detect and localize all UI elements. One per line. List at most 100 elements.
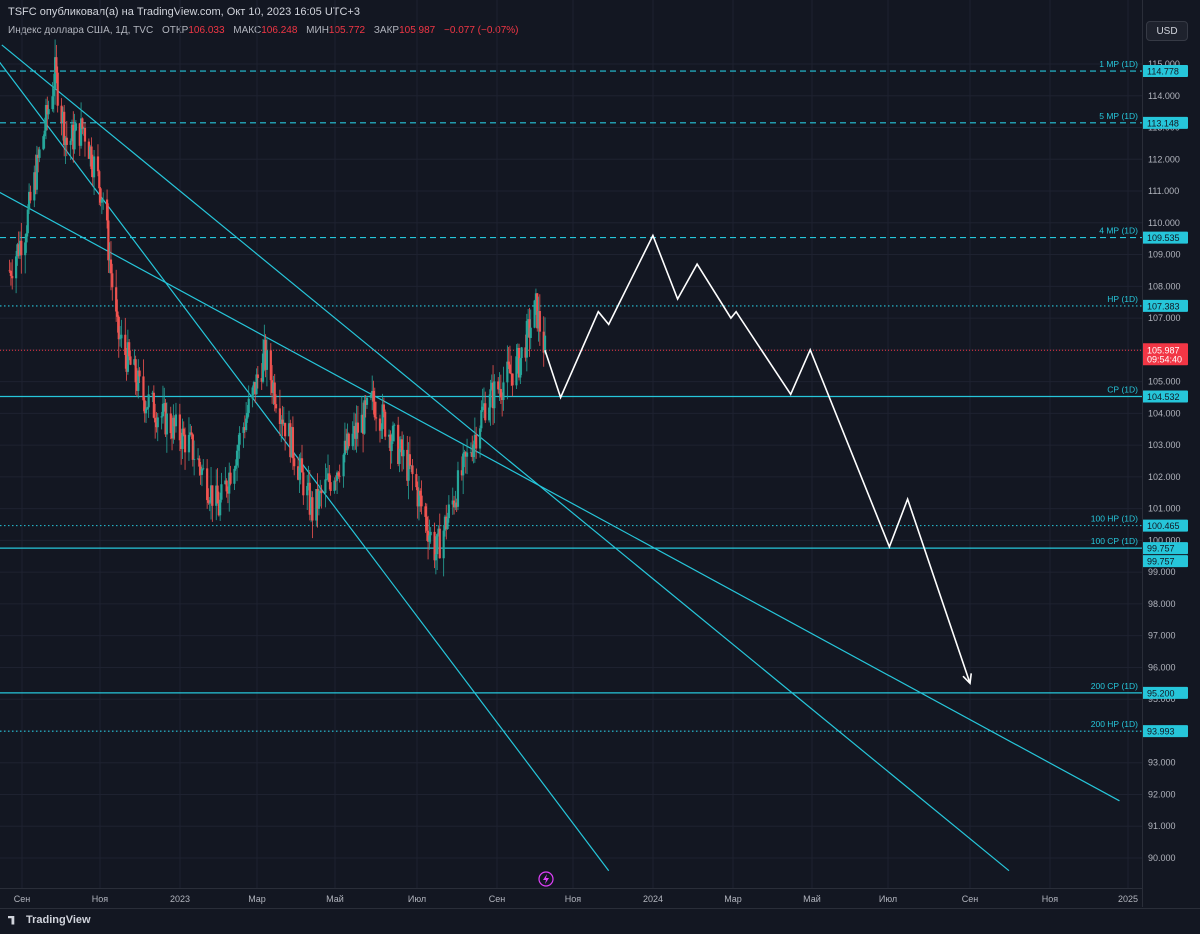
candle-body [27,191,31,210]
candle-body [298,467,301,480]
candle-body [199,466,202,475]
candle-body [215,485,218,506]
candle-body [29,191,32,201]
candle-body [488,407,491,421]
candle-body [138,370,141,377]
candle-body [163,403,166,404]
candle-body [96,156,100,172]
candle-body [189,432,192,435]
price-scale[interactable] [1142,0,1200,907]
price-tick-label: 100.000 [1148,535,1181,545]
candle-body [247,398,250,413]
candle-body [484,403,487,421]
candle-body [143,400,146,414]
candle-body [361,414,365,434]
candle-body [460,470,463,476]
footer: TradingView [0,908,1200,934]
tradingview-logo[interactable]: TradingView [8,914,91,926]
level-label: 100 НР (1D) [1091,514,1138,524]
low-label: МИН [306,25,329,36]
candle-body [393,424,396,426]
candle-body [360,414,363,433]
candle-body [307,482,310,486]
candle-body [293,458,296,467]
candle-body [8,270,11,272]
candle-body [438,528,441,559]
time-tick-label: Ноя [565,894,582,904]
candle-body [142,376,145,401]
brand-label: TradingView [26,914,91,926]
time-tick-label: Ноя [92,894,109,904]
candle-body [520,347,523,359]
candle-body [384,411,387,437]
candle-body [235,450,239,466]
events-icon[interactable] [538,871,554,887]
candle-body [317,490,321,509]
candle-body [538,311,541,332]
candle-body [20,240,23,256]
candle-body [498,388,501,390]
price-chart[interactable]: 90.00091.00092.00093.00094.00095.00096.0… [0,0,1200,907]
time-axis[interactable] [0,888,1142,909]
price-tick-label: 99.000 [1148,567,1176,577]
level-label: НР (1D) [1107,294,1138,304]
candle-body [473,434,476,445]
candle-body [243,427,246,431]
candle-body [47,109,50,115]
candle-body [151,392,154,395]
candle-body [229,472,232,484]
level-label: 4 МР (1D) [1099,226,1138,236]
level-label: 100 СР (1D) [1091,536,1138,546]
time-tick-label: 2024 [643,894,663,904]
currency-button[interactable]: USD [1146,21,1188,41]
candle-body [443,516,447,531]
candle-body [407,454,410,481]
candle-body [100,199,103,203]
candle-body [134,359,137,383]
candle-body [26,209,29,234]
price-tick-label: 101.000 [1148,504,1181,514]
projection-path[interactable] [544,233,971,684]
candle-body [335,472,339,481]
candle-body [156,417,159,428]
candle-body [343,440,346,455]
candle-body [98,171,101,189]
candle-body [198,458,201,467]
candle-body [465,452,469,457]
candle-body [347,433,350,447]
candle-body [234,465,237,469]
candle-body [92,156,96,178]
level-price-tag [1142,390,1188,403]
time-tick-label: Сен [489,894,506,904]
candle-body [278,408,282,425]
open-label: ОТКР [161,25,189,36]
price-tick-label: 115.000 [1148,59,1180,69]
candle-body [316,489,319,509]
candle-body [527,319,530,321]
candle-body [297,466,300,480]
price-tag-secondary [1142,555,1188,568]
candle-body [290,427,293,458]
candle-body [44,104,48,131]
candle-body [445,516,448,530]
trendline[interactable] [1,44,1010,872]
candle-body [128,342,131,357]
candle-body [342,454,345,477]
candle-body [454,502,457,508]
time-tick-label: Июл [408,894,426,904]
trendline[interactable] [0,188,1120,802]
candle-body [116,311,119,317]
candle-body [471,452,474,458]
candle-body [536,293,539,329]
symbol-label[interactable]: Индекс доллара США, 1Д, TVC [8,25,154,36]
time-tick-label: 2025 [1118,894,1138,904]
candle-body [182,428,185,435]
candle-body [42,136,45,150]
candle-body [155,422,158,428]
candle-body [508,364,512,374]
candle-body [178,414,181,441]
high-label: МАКС [233,25,262,36]
price-tick-label: 105.000 [1148,377,1181,387]
candle-body [24,242,27,256]
price-tick-label: 90.000 [1148,853,1176,863]
